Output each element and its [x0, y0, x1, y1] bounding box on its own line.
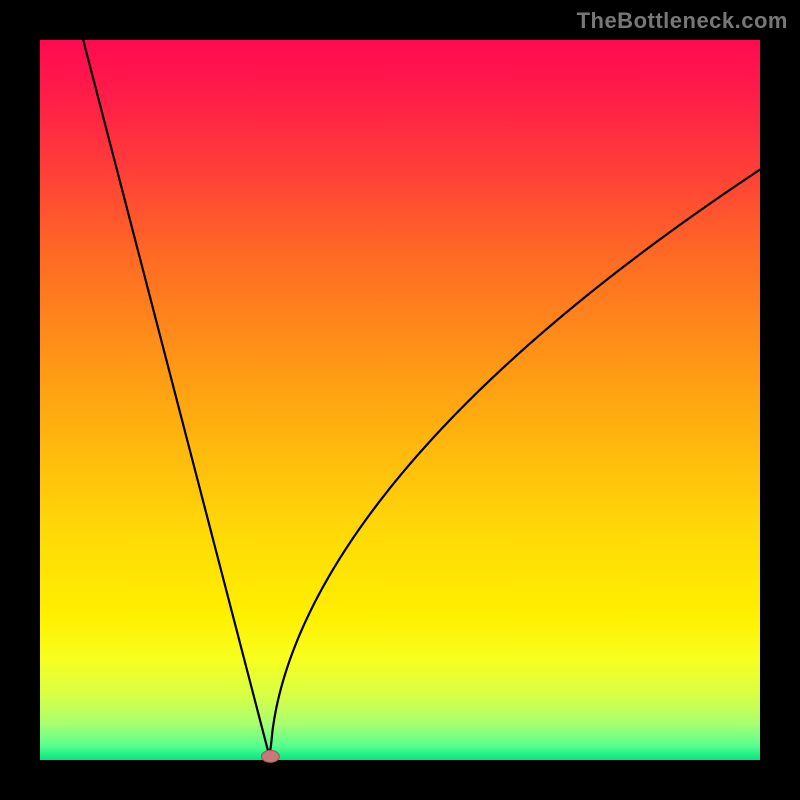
- chart-frame: TheBottleneck.com: [0, 0, 800, 800]
- chart-plot-area: [40, 40, 760, 760]
- minimum-marker: [261, 750, 279, 762]
- watermark-text: TheBottleneck.com: [577, 8, 788, 34]
- bottleneck-chart: [0, 0, 800, 800]
